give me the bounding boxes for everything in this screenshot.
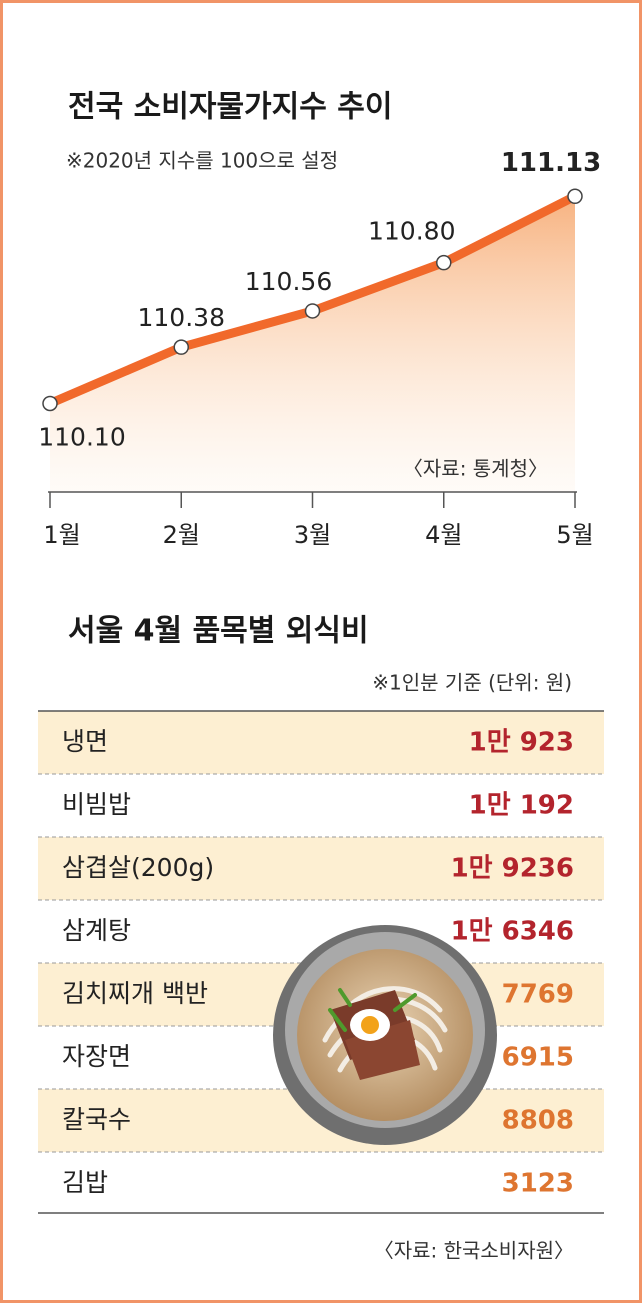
chart-subtitle: ※2020년 지수를 100으로 설정 [66, 149, 338, 173]
row-bg [38, 837, 604, 900]
row-name: 김밥 [62, 1168, 108, 1197]
point [42, 395, 58, 412]
table-cells: 냉면 1만 923 비빔밥 1만 192 삼겹살(200g) 1만 9236 삼… [62, 727, 574, 1199]
row-name: 칼국수 [62, 1105, 131, 1134]
row-name: 냉면 [62, 727, 108, 756]
x-tick-label: 5월 [556, 521, 593, 549]
table-title: 서울 4월 품목별 외식비 [68, 614, 369, 649]
row-bg [38, 711, 604, 774]
bowl-illustration [273, 925, 497, 1145]
point [567, 188, 583, 205]
point [436, 254, 452, 271]
table-note: ※1인분 기준 (단위: 원) [372, 671, 572, 695]
value-label: 110.10 [38, 422, 125, 451]
row-price: 1만 192 [469, 791, 574, 821]
value-label: 110.38 [138, 303, 225, 332]
row-name: 삼겹살(200g) [62, 853, 214, 882]
x-tick-label: 4월 [425, 521, 462, 549]
row-price: 1만 6346 [451, 917, 574, 947]
table-source: 〈자료: 한국소비자원〉 [374, 1239, 574, 1263]
row-price: 7769 [502, 980, 574, 1010]
x-tick-label: 3월 [294, 521, 331, 549]
x-tick-label: 2월 [163, 521, 200, 549]
x-tick-label: 1월 [43, 521, 80, 549]
row-price: 1만 923 [469, 728, 574, 758]
row-price: 6915 [502, 1043, 574, 1073]
plot: 1월 2월 3월 4월 5월 110.10 110.38 110.56 110.80 111.13 [38, 148, 601, 549]
value-label: 111.13 [501, 148, 601, 178]
row-name: 삼계탕 [62, 916, 131, 945]
row-price: 3123 [502, 1169, 574, 1199]
point [304, 303, 321, 319]
point [173, 339, 189, 355]
row-name: 김치찌개 백반 [62, 979, 208, 1008]
value-label: 110.80 [368, 217, 455, 246]
chart-source: 〈자료: 통계청〉 [403, 457, 548, 481]
row-price: 1만 9236 [451, 854, 574, 884]
value-label: 110.56 [245, 267, 332, 296]
row-price: 8808 [502, 1106, 574, 1136]
row-name: 자장면 [62, 1042, 131, 1071]
chart-title: 전국 소비자물가지수 추이 [68, 90, 393, 125]
row-name: 비빔밥 [62, 790, 131, 819]
